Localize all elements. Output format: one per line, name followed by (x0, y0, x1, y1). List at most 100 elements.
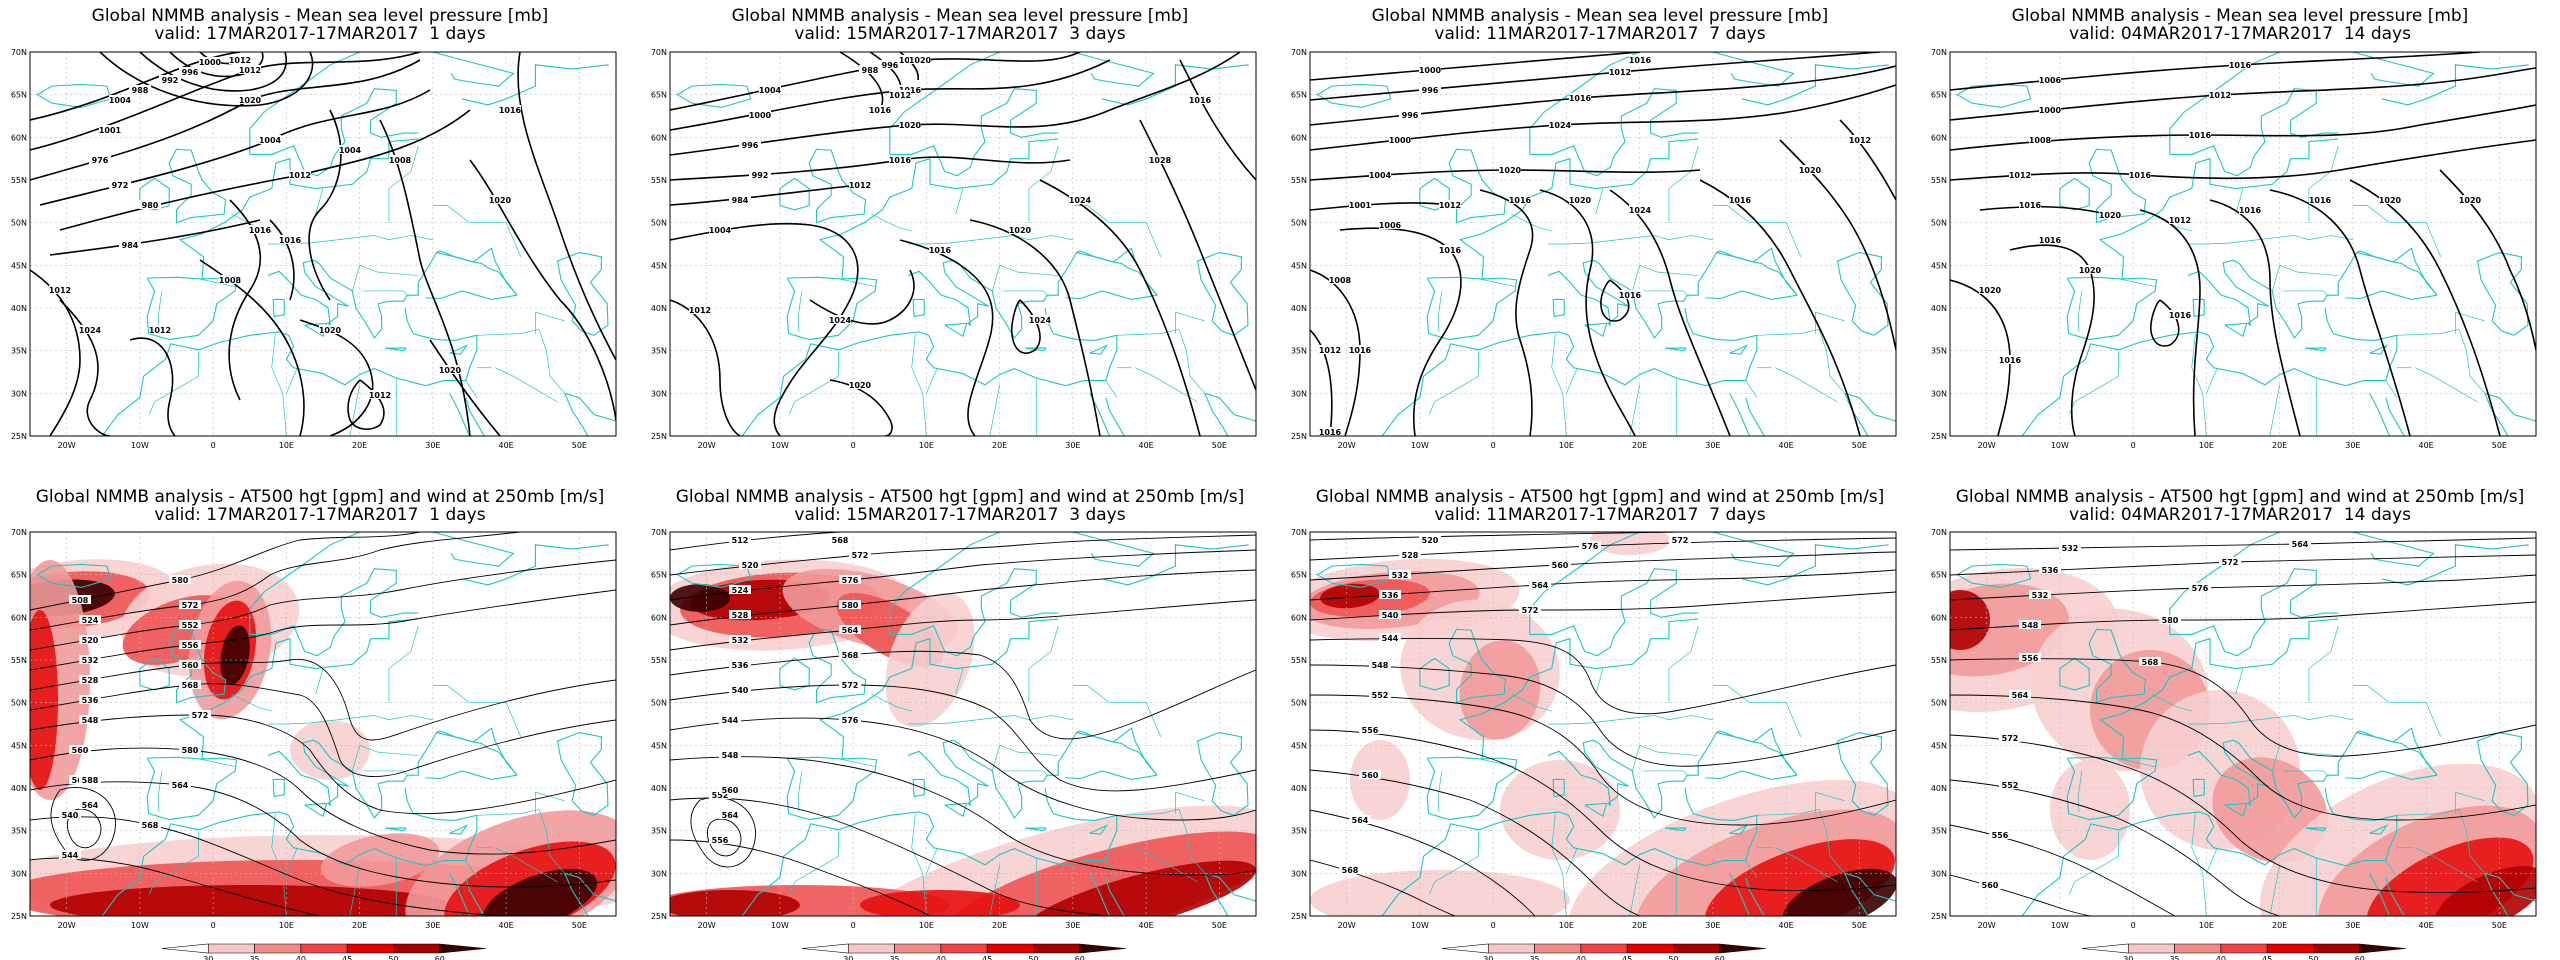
latitude-tick-label: 50N (11, 219, 27, 228)
contour-label-bg (1569, 195, 1591, 204)
latitude-tick-label: 65N (651, 571, 667, 580)
contour-label-bg (2019, 653, 2041, 662)
contour-label-bg (229, 55, 251, 64)
contour-label: 560 (72, 746, 89, 755)
contour-label-bg (749, 170, 771, 179)
contour-label-bg (1629, 55, 1651, 64)
isobar (30, 52, 241, 121)
latitude-tick-label: 65N (11, 571, 27, 580)
contour-label: 544 (62, 851, 79, 860)
contour-label-bg (2169, 310, 2191, 319)
contour-label: 1016 (1439, 246, 1462, 255)
longitude-tick-label: 20W (1338, 921, 1356, 930)
contour-label-bg (1329, 275, 1351, 284)
contour-label: 560 (1982, 881, 1999, 890)
contour-label: 1016 (1619, 291, 1642, 300)
height-contour (690, 796, 756, 868)
coastlines (1956, 52, 2536, 436)
wind-speed-shading (670, 890, 800, 916)
contour-label-bg (79, 675, 101, 684)
map-plot-area (1310, 532, 1896, 916)
latitude-tick-label: 35N (11, 347, 27, 356)
isobar (517, 52, 616, 361)
contour-label: 1000 (199, 58, 222, 67)
contour-label: 992 (752, 171, 769, 180)
hgt-wind-map: 532 536 532 548 556 564 572 552 556 560 564 572 576 5… (1931, 528, 2537, 960)
contour-label-bg (1009, 225, 1031, 234)
contour-label: 576 (1582, 542, 1599, 551)
longitude-tick-label: 40E (1779, 441, 1794, 450)
map-frame (669, 531, 1257, 917)
contour-label: 1016 (2229, 61, 2252, 70)
isobar (1310, 329, 1333, 436)
longitude-tick-label: 10W (771, 921, 789, 930)
latitude-tick-label: 50N (651, 699, 667, 708)
contour-label-bg (1729, 195, 1751, 204)
contour-label: 1016 (889, 156, 912, 165)
latitude-tick-label: 70N (11, 48, 27, 57)
contour-label-bg (319, 325, 341, 334)
contour-label-bg (1349, 345, 1371, 354)
colorbar-tick-label: 60 (2355, 955, 2365, 960)
isobar (670, 52, 1241, 156)
isobar (1839, 119, 1896, 201)
latitude-tick-label: 25N (11, 912, 27, 921)
latitude-tick-label: 40N (1291, 784, 1307, 793)
contour-label-bg (729, 635, 751, 644)
contour-label-bg (2189, 583, 2211, 592)
mslp-map: 1006 1000 1008 1012 1016 1016 1020 1012 1016 1016… (1931, 48, 2537, 450)
contour-label: 996 (882, 61, 899, 70)
latitude-tick-label: 50N (1931, 219, 1947, 228)
contour-label: 572 (842, 681, 859, 690)
contour-label-bg (2099, 210, 2121, 219)
longitude-tick-label: 20W (1978, 441, 1996, 450)
latitude-tick-label: 35N (1291, 827, 1307, 836)
panel-title: Global NMMB analysis - Mean sea level pr… (91, 6, 549, 26)
contour-label-bg (2019, 620, 2041, 629)
contour-label: 548 (722, 751, 739, 760)
contour-label-bg (929, 245, 951, 254)
map-frame (1309, 531, 1897, 917)
contour-label-bg (2379, 195, 2401, 204)
latitude-tick-label: 60N (1291, 613, 1307, 622)
contour-label: 1016 (869, 106, 892, 115)
isobar (1609, 189, 1731, 436)
isobar (2139, 209, 2201, 436)
mslp-panel-14d: Global NMMB analysis - Mean sea level pr… (1920, 0, 2560, 480)
contour-label-bg (219, 275, 241, 284)
contour-label-bg (1419, 535, 1441, 544)
contour-label-bg (1999, 780, 2021, 789)
contour-label: 1000 (749, 111, 772, 120)
contour-label-bg (2169, 215, 2191, 224)
contour-label-bg (199, 57, 221, 66)
contour-label-bg (2039, 105, 2061, 114)
height-contour (670, 569, 1256, 626)
wind-speed-shading (1590, 532, 1670, 555)
contour-label: 1016 (279, 236, 302, 245)
latitude-tick-label: 40N (1931, 784, 1947, 793)
contour-label-bg (79, 635, 101, 644)
latitude-tick-label: 30N (651, 389, 667, 398)
contour-label-bg (1519, 605, 1541, 614)
contour-label: 988 (132, 86, 149, 95)
contour-label-bg (169, 575, 191, 584)
isobar (2269, 189, 2411, 436)
longitude-tick-label: 10W (771, 441, 789, 450)
colorbar-segment (1487, 943, 1535, 954)
contour-label: 572 (1672, 536, 1689, 545)
panel-subtitle: valid: 15MAR2017-17MAR2017 3 days (794, 505, 1126, 525)
height-contour (1950, 574, 2536, 601)
latitude-tick-label: 40N (1291, 304, 1307, 313)
contour-label: 532 (2062, 544, 2079, 553)
height-contour (670, 797, 1111, 916)
height-contours (670, 532, 1256, 916)
colorbar-segment (940, 943, 988, 954)
isobar (1979, 205, 2111, 216)
contour-label-bg (849, 380, 871, 389)
isobar (1950, 104, 2536, 151)
colorbar-segment (2081, 943, 2129, 954)
longitude-tick-label: 20E (2272, 441, 2287, 450)
longitude-tick-label: 40E (1139, 921, 1154, 930)
contour-label-bg (2229, 60, 2251, 69)
